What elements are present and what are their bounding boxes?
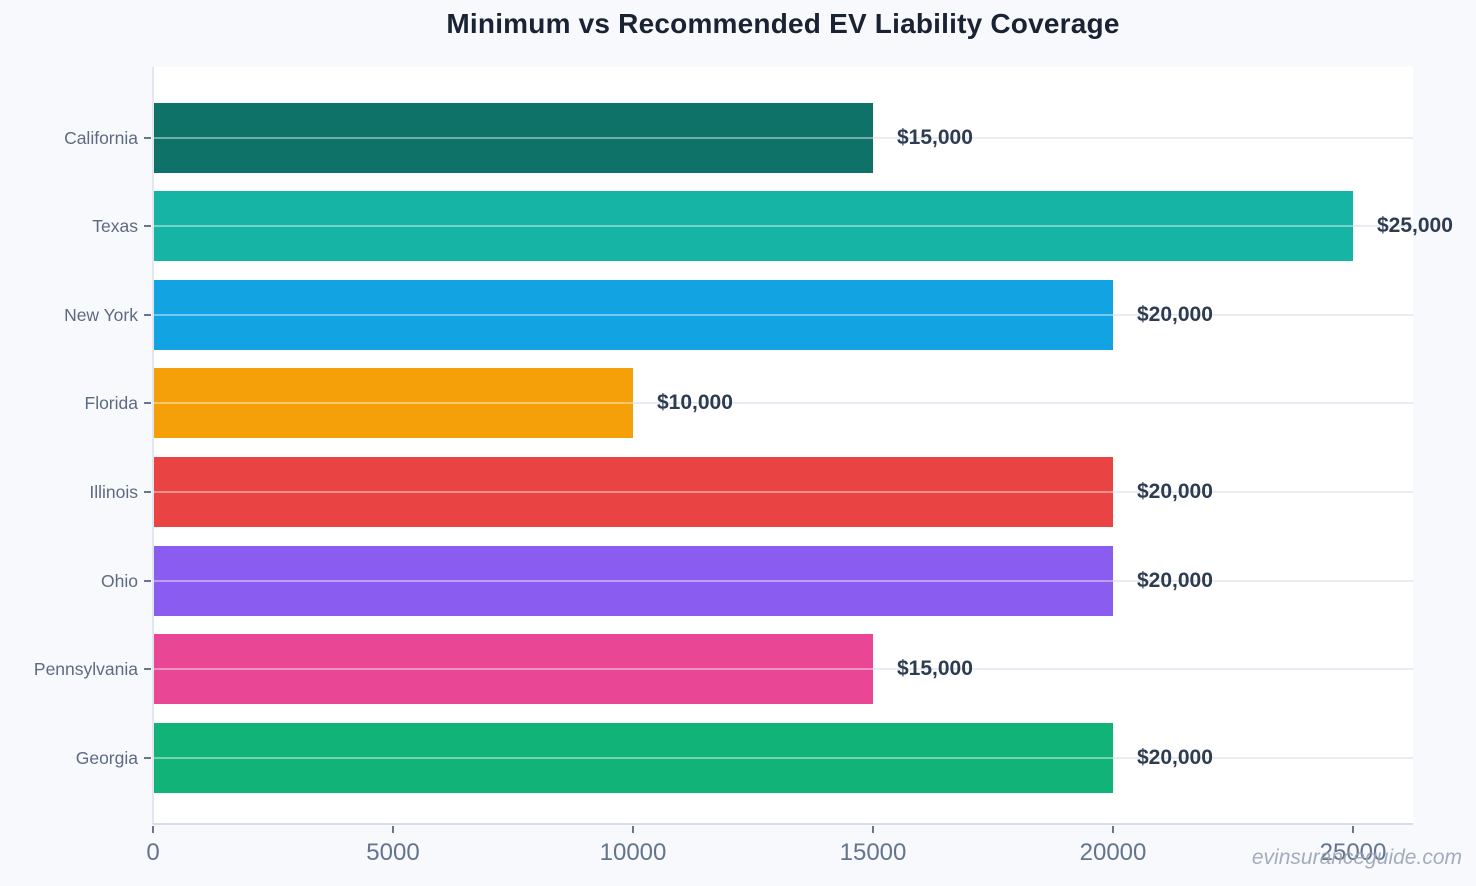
chart-title: Minimum vs Recommended EV Liability Cove… [446, 8, 1120, 39]
gridline [153, 402, 1413, 405]
bar-pennsylvania [153, 634, 873, 705]
gridline-overlay [153, 490, 1113, 493]
gridline-overlay [153, 225, 1353, 228]
y-tick-mark [144, 402, 151, 405]
x-tick-mark [392, 826, 394, 833]
value-label-texas: $25,000 [1377, 214, 1453, 238]
value-label-new-york: $20,000 [1137, 302, 1213, 326]
category-label-california: California [64, 127, 138, 148]
y-tick-mark [144, 225, 151, 228]
y-tick-mark [144, 136, 151, 139]
y-tick-mark [144, 490, 151, 493]
category-label-pennsylvania: Pennsylvania [33, 659, 138, 680]
x-tick-label: 5000 [366, 839, 420, 866]
x-tick-mark [872, 826, 874, 833]
bar-new-york [153, 279, 1113, 350]
bar-ohio [153, 545, 1113, 616]
bar-texas [153, 191, 1353, 262]
category-label-illinois: Illinois [89, 481, 138, 502]
y-axis-line [152, 67, 154, 824]
category-label-georgia: Georgia [75, 747, 138, 768]
category-label-new-york: New York [64, 304, 138, 325]
gridline-overlay [153, 313, 1113, 316]
x-tick-label: 0 [146, 839, 160, 866]
value-label-georgia: $20,000 [1137, 745, 1213, 769]
y-tick-mark [144, 579, 151, 582]
x-tick-mark [152, 826, 154, 833]
bar-california [153, 102, 873, 173]
gridline-overlay [153, 668, 873, 671]
x-tick-label: 25000 [1319, 839, 1387, 866]
bar-georgia [153, 722, 1113, 793]
gridline-overlay [153, 579, 1113, 582]
value-label-illinois: $20,000 [1137, 479, 1213, 503]
category-label-ohio: Ohio [101, 570, 138, 591]
bar-illinois [153, 456, 1113, 527]
gridline-overlay [153, 136, 873, 139]
x-tick-label: 10000 [599, 839, 667, 866]
gridline-overlay [153, 756, 1113, 759]
x-tick-label: 20000 [1079, 839, 1147, 866]
watermark: evinsuranceguide.com [1251, 846, 1462, 869]
category-label-texas: Texas [92, 216, 138, 237]
x-tick-mark [632, 826, 634, 833]
value-label-florida: $10,000 [657, 391, 733, 415]
value-label-pennsylvania: $15,000 [897, 657, 973, 681]
x-axis-line [153, 823, 1413, 825]
gridline-overlay [153, 402, 633, 405]
y-tick-mark [144, 756, 151, 759]
value-label-california: $15,000 [897, 125, 973, 149]
value-label-ohio: $20,000 [1137, 568, 1213, 592]
plot-background [153, 67, 1413, 824]
x-tick-mark [1352, 826, 1354, 833]
x-tick-mark [1112, 826, 1114, 833]
y-tick-mark [144, 668, 151, 671]
x-tick-label: 15000 [839, 839, 907, 866]
bar-florida [153, 368, 633, 439]
category-label-florida: Florida [84, 393, 139, 414]
y-tick-mark [144, 313, 151, 316]
